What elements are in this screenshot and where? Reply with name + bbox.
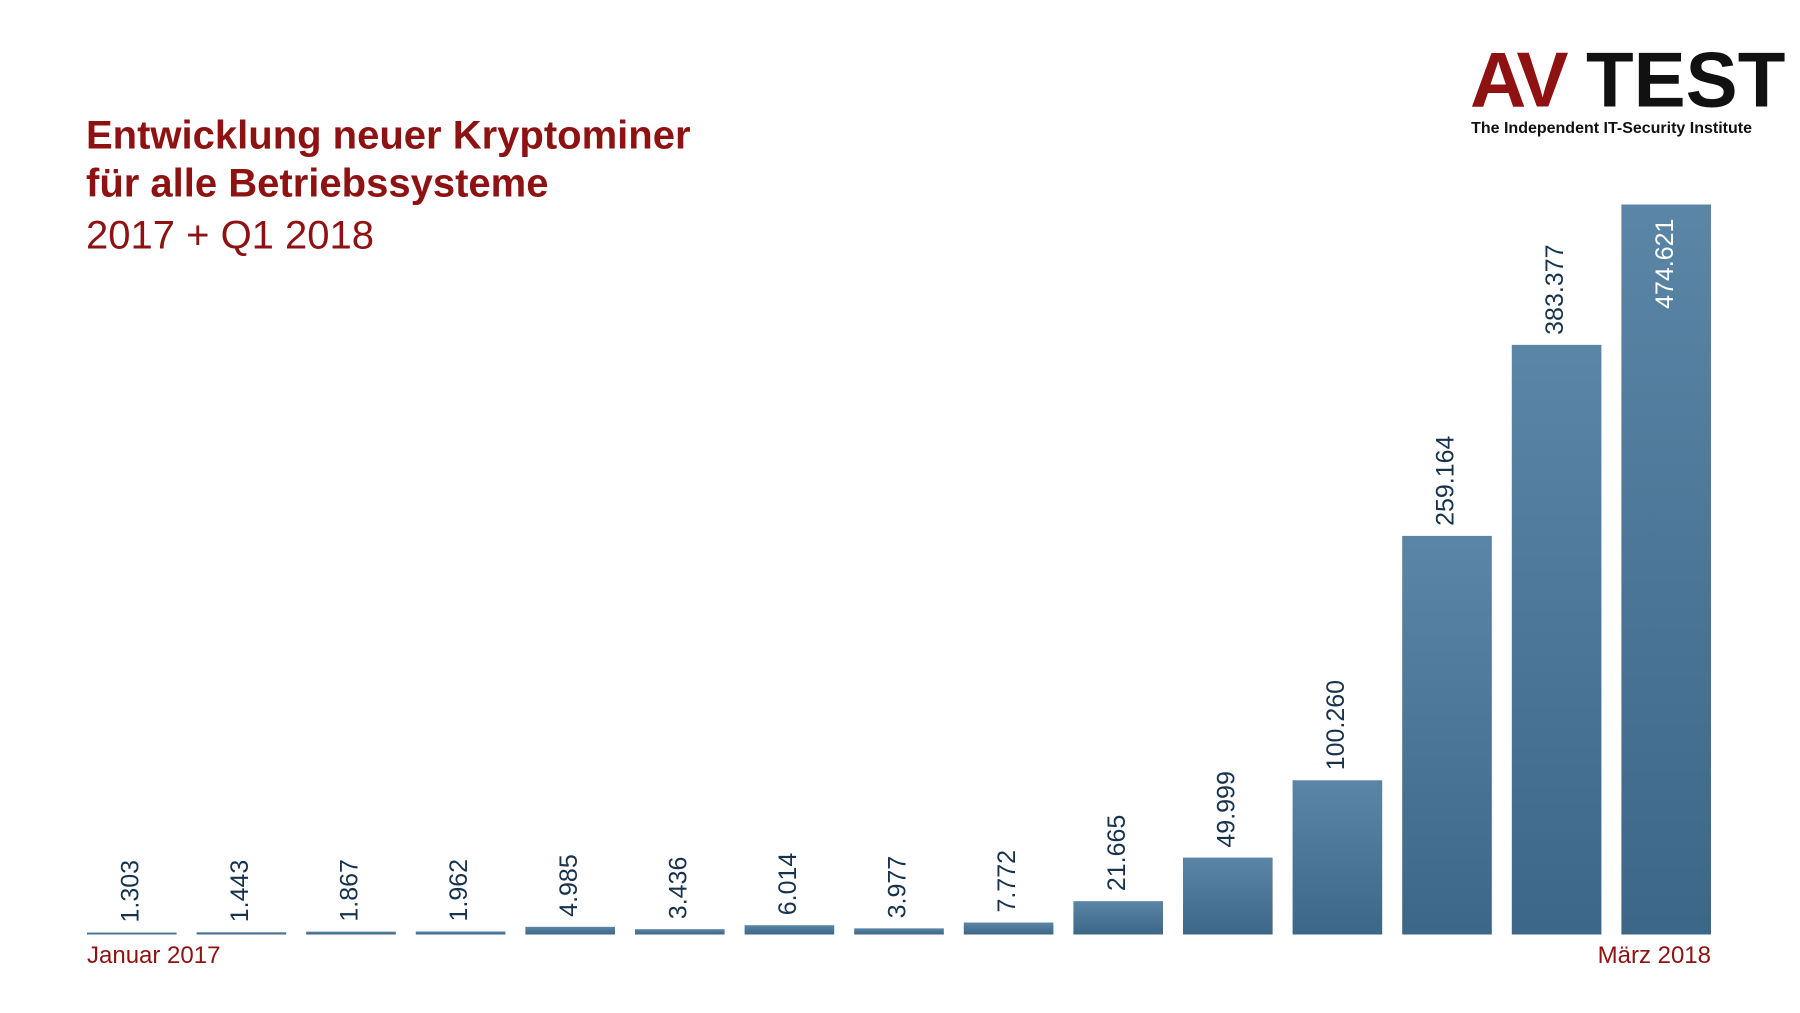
bar-shade	[1402, 535, 1492, 935]
bar-shade	[1292, 780, 1383, 935]
value-label: 1.303	[116, 860, 144, 923]
chart-title-line2: für alle Betriebssysteme	[86, 162, 548, 206]
value-label: 21.665	[1103, 815, 1131, 891]
bar-shade	[306, 931, 396, 935]
chart-subtitle: 2017 + Q1 2018	[86, 214, 374, 258]
value-label: 1.443	[226, 860, 254, 923]
bar-shade	[525, 926, 615, 935]
value-label: 474.621	[1651, 219, 1679, 309]
bar-shade	[87, 932, 177, 935]
x-tick-label: Januar 2017	[87, 942, 220, 969]
value-label: 3.436	[664, 857, 692, 920]
logo-tagline: The Independent IT-Security Institute	[1471, 120, 1752, 137]
bar-shade	[744, 925, 835, 935]
bar-shade	[1621, 204, 1711, 935]
value-label: 1.867	[336, 859, 364, 922]
value-label: 6.014	[774, 853, 802, 916]
logo: AV TEST The Independent IT-Security Inst…	[1470, 36, 1785, 138]
value-label: 259.164	[1432, 435, 1460, 525]
bar-shade	[963, 922, 1054, 935]
value-label: 383.377	[1541, 244, 1569, 334]
bar-shade	[1511, 344, 1602, 935]
value-label: 7.772	[993, 850, 1021, 913]
bar-shade	[415, 931, 506, 935]
value-label: 49.999	[1212, 771, 1240, 847]
value-label: 3.977	[884, 856, 912, 919]
x-tick-label: März 2018	[1598, 942, 1711, 969]
chart-title: Entwicklung neuer Kryptominer	[86, 114, 691, 158]
logo-name: TEST	[1586, 36, 1785, 124]
logo-mark: AV	[1470, 36, 1569, 124]
bar-shade	[854, 928, 944, 935]
bar-shade	[635, 929, 725, 935]
bar-shade	[196, 932, 287, 935]
bar-shade	[1183, 857, 1273, 935]
value-label: 1.962	[445, 859, 473, 922]
bar-shade	[1073, 901, 1163, 935]
value-label: 4.985	[555, 854, 583, 917]
value-label: 100.260	[1322, 680, 1350, 770]
